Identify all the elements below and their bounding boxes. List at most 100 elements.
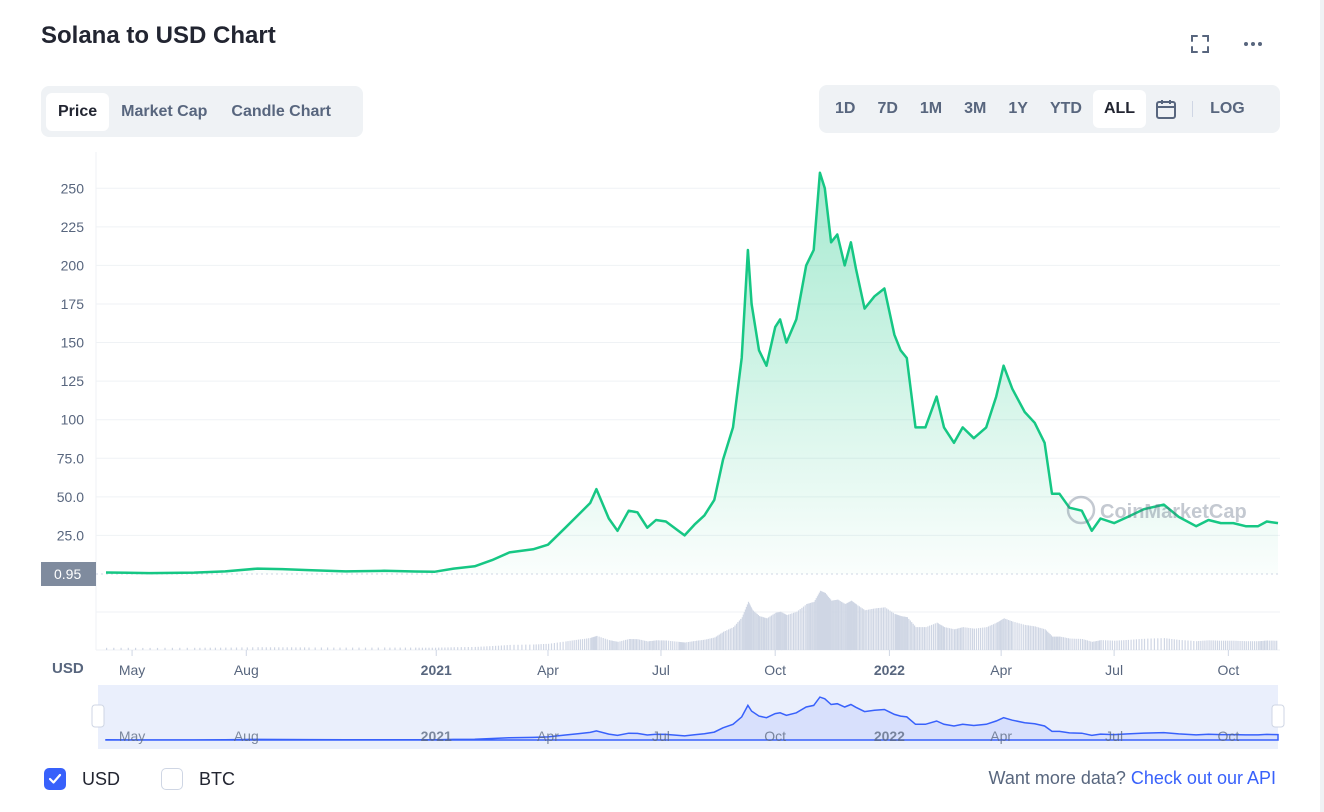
volume-bar [689, 641, 691, 650]
check-icon [48, 773, 62, 784]
range-1m-button[interactable]: 1M [919, 100, 943, 117]
more-dots-icon[interactable] [1239, 30, 1267, 58]
price-chart[interactable]: 250 225 200 175 150 125 100 75.0 50.0 25.0 May Aug… [0, 140, 1300, 760]
range-1y-button[interactable]: 1Y [1008, 100, 1028, 117]
x-tick-label: 2021 [421, 662, 452, 678]
volume-bar [444, 647, 446, 650]
volume-bar [848, 601, 850, 650]
volume-bar [1206, 640, 1208, 650]
volume-bar [843, 603, 845, 650]
volume-bar [764, 617, 766, 650]
volume-bar [1001, 619, 1003, 650]
volume-bar [889, 610, 891, 650]
volume-bar [1198, 641, 1200, 650]
volume-bar [1020, 623, 1022, 650]
volume-bar [179, 647, 181, 650]
volume-bar [874, 608, 876, 650]
volume-bar [697, 640, 699, 650]
tab-market-cap[interactable]: Market Cap [121, 102, 208, 120]
x-tick-label: Oct [764, 662, 786, 678]
volume-bar [968, 627, 970, 650]
navigator-panel[interactable] [98, 685, 1278, 749]
volume-bar [571, 640, 573, 650]
volume-bar [594, 636, 596, 650]
volume-bar [851, 601, 853, 650]
volume-bar [1114, 640, 1116, 650]
volume-bar [887, 609, 889, 650]
volume-bar [453, 647, 455, 650]
volume-bar [581, 639, 584, 650]
volume-bar [1031, 625, 1033, 650]
api-link[interactable]: Check out our API [1130, 768, 1276, 788]
volume-bar [701, 640, 703, 650]
current-price-badge [41, 562, 96, 586]
volume-bar [1077, 638, 1079, 650]
volume-bar [914, 625, 916, 651]
range-3m-button[interactable]: 3M [964, 100, 987, 117]
range-1d-button[interactable]: 1D [835, 100, 856, 117]
navigator-tick-label: 2022 [874, 728, 905, 744]
btc-label: BTC [199, 768, 235, 789]
usd-toggle[interactable]: USD [44, 768, 120, 790]
volume-bar [1071, 638, 1073, 650]
volume-bar [1048, 632, 1050, 650]
navigator-left-handle[interactable] [91, 704, 105, 728]
volume-bar [682, 642, 684, 650]
y-axis-currency-label: USD [52, 660, 84, 677]
usd-checkbox[interactable] [44, 768, 66, 790]
volume-bar [814, 600, 816, 650]
usd-label: USD [82, 768, 121, 789]
volume-bar [1181, 640, 1183, 650]
volume-bar [961, 627, 963, 650]
btc-toggle[interactable]: BTC [161, 768, 235, 790]
volume-bar [1187, 640, 1189, 650]
volume-bar [831, 600, 833, 650]
y-tick-label: 200 [61, 257, 85, 273]
y-tick-label: 175 [61, 296, 85, 312]
volume-bar [744, 609, 746, 650]
volume-bar [1069, 638, 1071, 650]
volume-bar [762, 617, 764, 650]
volume-bar [1081, 639, 1083, 650]
navigator-tick-label: Oct [1217, 728, 1239, 744]
volume-bar [871, 609, 873, 650]
range-all-button[interactable]: ALL [1092, 90, 1147, 128]
volume-bar [659, 640, 661, 650]
volume-bar [844, 604, 846, 650]
fullscreen-icon[interactable] [1186, 30, 1214, 58]
volume-bar [711, 638, 713, 650]
range-7d-button[interactable]: 7D [877, 100, 898, 117]
volume-bar [789, 613, 791, 650]
navigator-right-handle[interactable] [1271, 704, 1285, 728]
range-ytd-button[interactable]: YTD [1049, 100, 1082, 117]
volume-bar [772, 614, 774, 650]
api-promo-text: Want more data? [988, 768, 1131, 788]
volume-bar [867, 609, 870, 650]
tab-price[interactable]: Price [46, 92, 110, 131]
volume-bar [631, 639, 633, 650]
volume-bar [1064, 637, 1066, 650]
volume-bar [817, 594, 819, 650]
calendar-icon[interactable] [1146, 90, 1186, 128]
volume-bar [992, 624, 995, 650]
volume-bar [855, 603, 857, 650]
volume-bar [225, 647, 227, 650]
volume-bar [339, 647, 341, 650]
volume-bar [1259, 641, 1261, 650]
volume-bar [492, 646, 494, 650]
volume-bar [1173, 639, 1175, 650]
volume-bar [628, 639, 630, 650]
volume-bar [1251, 641, 1254, 650]
volume-bar [842, 602, 844, 650]
volume-bar [1208, 640, 1210, 650]
volume-bar [415, 647, 417, 650]
volume-bar [1105, 640, 1107, 650]
tab-candle-chart[interactable]: Candle Chart [231, 102, 331, 120]
volume-bar [788, 614, 790, 650]
volume-bar [1243, 641, 1245, 650]
log-scale-toggle[interactable]: LOG [1210, 100, 1245, 117]
volume-bar [608, 640, 610, 650]
volume-bar [902, 616, 904, 650]
btc-checkbox[interactable] [161, 768, 183, 790]
volume-bar [1178, 639, 1180, 650]
